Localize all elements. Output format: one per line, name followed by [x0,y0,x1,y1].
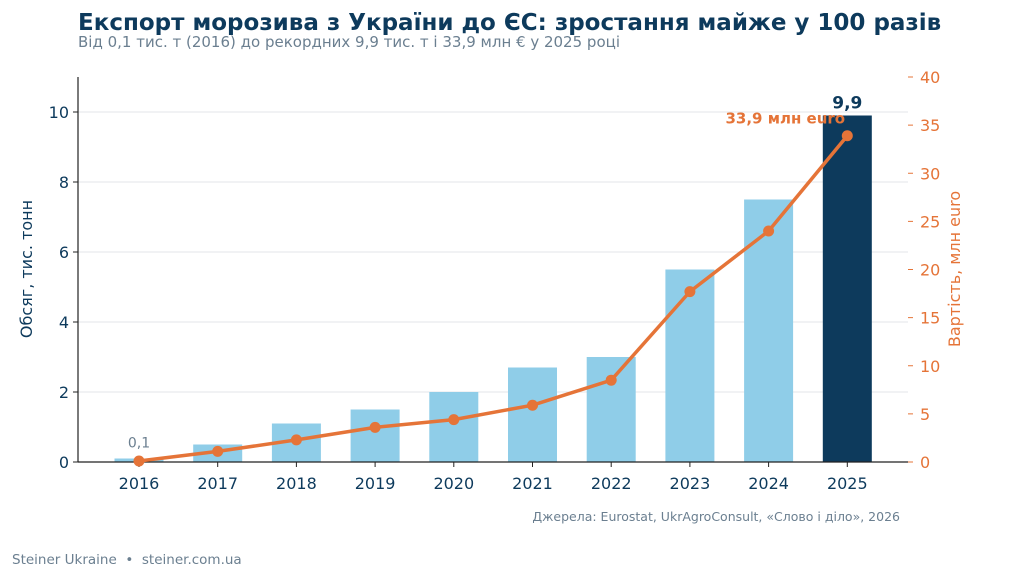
bar-2023 [665,269,715,462]
line-point-2023 [684,286,696,298]
value-line [133,130,853,467]
y-tick-label-left: 10 [49,103,69,122]
y-tick-label-left: 0 [59,453,69,472]
y-tick-label-right: 30 [920,164,940,183]
source-note: Джерела: Eurostat, UkrAgroConsult, «Слов… [532,509,900,524]
y-tick-label-left: 2 [59,383,69,402]
line-point-2016 [133,455,145,467]
y-tick-label-right: 20 [920,261,940,280]
y-tick-label-right: 40 [920,68,940,87]
x-tick-label: 2021 [512,474,553,493]
bar-2019 [350,409,400,462]
x-tick-label: 2022 [591,474,632,493]
x-tick-label: 2016 [119,474,160,493]
y-tick-label-right: 10 [920,357,940,376]
chart-title: Експорт морозива з України до ЄС: зроста… [78,10,941,36]
x-tick-label: 2020 [433,474,474,493]
x-tick-label: 2024 [748,474,789,493]
line-point-2025 [841,130,853,142]
line-point-2020 [448,414,460,426]
y-tick-label-left: 6 [59,243,69,262]
bar-2020 [429,392,479,462]
y-tick-label-left: 4 [59,313,69,332]
y-axis-left-title: Обсяг, тис. тонн [17,200,36,338]
line-point-2021 [527,399,538,411]
y-axis-right-title: Вартість, млн euro [945,191,964,347]
y-tick-label-right: 35 [920,116,940,135]
bars [114,115,872,462]
line-point-2017 [212,445,224,457]
y-tick-label-right: 25 [920,212,940,231]
y-tick-label-left: 8 [59,173,69,192]
x-tick-label: 2019 [355,474,396,493]
value-line-path [138,134,849,463]
line-point-2019 [369,421,381,433]
bar-2025 [822,115,872,462]
x-tick-label: 2025 [827,474,868,493]
line-point-2022 [605,374,617,386]
bar-label-last: 9,9 [832,94,862,114]
chart-subtitle: Від 0,1 тис. т (2016) до рекордних 9,9 т… [78,33,620,51]
footer-credit: Steiner Ukraine • steiner.com.ua [12,552,242,568]
line-point-2024 [763,225,775,237]
bar-2021 [508,367,557,462]
line-point-2018 [290,434,302,446]
x-tick-label: 2017 [197,474,238,493]
bar-2024 [744,199,794,462]
bar-label-first: 0,1 [128,436,150,452]
y-tick-label-right: 15 [920,309,940,328]
y-tick-label-right: 5 [920,405,930,424]
x-tick-label: 2018 [276,474,317,493]
data-labels: 0,1 9,933,9 млн euro [128,94,862,452]
line-label-last: 33,9 млн euro [725,110,845,128]
bar-2022 [586,357,636,462]
x-tick-label: 2023 [670,474,711,493]
y-tick-label-right: 0 [920,453,930,472]
